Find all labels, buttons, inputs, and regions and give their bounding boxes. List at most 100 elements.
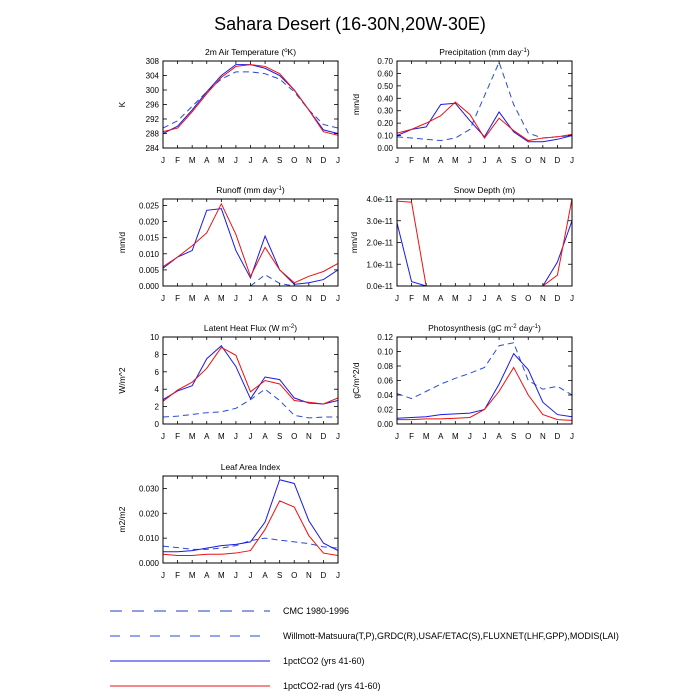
x-tick-label: D <box>555 156 561 165</box>
x-tick-label: O <box>525 156 531 165</box>
y-axis-label: gC/m^2/d <box>351 362 361 398</box>
series-line-solid-red <box>397 366 572 421</box>
x-tick-label: J <box>336 294 340 303</box>
y-tick-label: 0.30 <box>377 107 393 116</box>
y-tick-label: 0.12 <box>377 333 393 342</box>
x-tick-label: M <box>218 571 225 580</box>
series-line-solid-red <box>163 346 338 405</box>
x-tick-label: M <box>218 294 225 303</box>
x-tick-label: M <box>423 432 430 441</box>
y-tick-label: 304 <box>146 72 160 81</box>
y-tick-label: 0.005 <box>139 266 160 275</box>
y-axis-label: mm/d <box>117 232 127 254</box>
y-tick-label: 0.06 <box>377 377 393 386</box>
y-tick-label: 308 <box>146 57 160 66</box>
x-tick-label: S <box>277 432 282 441</box>
panel-title: Photosynthesis (gC m-2 day-1) <box>428 323 541 333</box>
x-tick-label: A <box>204 432 210 441</box>
y-tick-label: 4 <box>155 385 160 394</box>
y-tick-label: 0.70 <box>377 57 393 66</box>
x-tick-label: A <box>262 156 268 165</box>
legend-label: 1pctCO2 (yrs 41-60) <box>283 656 365 666</box>
plot-frame <box>396 198 573 287</box>
x-tick-label: J <box>161 571 165 580</box>
x-tick-label: F <box>409 432 414 441</box>
panel-6: Photosynthesis (gC m-2 day-1)J F M A M J J A S O N… <box>351 323 574 441</box>
y-tick-label: 0.60 <box>377 69 393 78</box>
x-tick-label: J <box>483 294 487 303</box>
panel-title-text: Runoff (mm day <box>216 185 277 195</box>
legend-item: CMC 1980-1996 <box>110 606 349 616</box>
y-tick-label: 0.20 <box>377 119 393 128</box>
series-line-dash <box>397 342 572 400</box>
legend-label: CMC 1980-1996 <box>283 606 349 616</box>
legend-label: Willmott-Matsuura(T,P),GRDC(R),USAF/ETAC… <box>283 631 619 641</box>
x-tick-label: A <box>204 571 210 580</box>
x-tick-label: S <box>511 294 516 303</box>
panel-title-text: Snow Depth (m) <box>454 185 516 195</box>
x-tick-label: J <box>161 432 165 441</box>
plot-frame <box>162 198 339 287</box>
legend-item: 1pctCO2-rad (yrs 41-60) <box>110 681 381 691</box>
x-tick-label: J <box>161 156 165 165</box>
y-tick-label: 0.04 <box>377 391 393 400</box>
plot-frame <box>396 60 573 149</box>
panel-title-text: ) <box>538 323 541 333</box>
series-line-solid-red <box>397 199 572 286</box>
y-tick-label: 0.00 <box>377 144 393 153</box>
panel-title-text: day <box>517 323 534 333</box>
x-tick-label: M <box>189 156 196 165</box>
x-tick-label: S <box>511 156 516 165</box>
panel-title-text: ) <box>282 185 285 195</box>
series-line-solid-red <box>163 500 338 557</box>
x-tick-label: A <box>496 432 502 441</box>
x-tick-label: J <box>468 432 472 441</box>
x-tick-label: D <box>321 571 327 580</box>
panel-title: 2m Air Temperature (oK) <box>205 47 296 57</box>
x-tick-label: M <box>423 294 430 303</box>
x-tick-label: F <box>409 156 414 165</box>
x-tick-label: S <box>277 294 282 303</box>
x-tick-label: O <box>291 156 297 165</box>
series-line-solid-red <box>397 101 572 142</box>
x-tick-label: D <box>321 156 327 165</box>
y-tick-label: 2.0e-11 <box>366 239 393 248</box>
x-tick-label: M <box>218 156 225 165</box>
y-tick-label: 0.000 <box>139 559 160 568</box>
series-line-solid-red <box>163 202 338 284</box>
x-tick-label: J <box>336 156 340 165</box>
panel-title-superscript: -2 <box>511 324 517 330</box>
x-tick-label: M <box>452 156 459 165</box>
x-tick-label: M <box>452 294 459 303</box>
series-line-solid-blue <box>163 344 338 405</box>
y-tick-label: 0.00 <box>377 420 393 429</box>
x-tick-label: J <box>395 156 399 165</box>
x-tick-label: A <box>438 432 444 441</box>
y-tick-label: 6 <box>155 368 160 377</box>
y-tick-label: 3.0e-11 <box>366 217 393 226</box>
x-tick-label: M <box>452 432 459 441</box>
x-tick-label: F <box>175 156 180 165</box>
x-tick-label: A <box>496 156 502 165</box>
panel-title-text: ) <box>294 323 297 333</box>
x-tick-label: A <box>262 432 268 441</box>
x-tick-label: O <box>291 571 297 580</box>
panel-title-text: 2m Air Temperature ( <box>205 47 284 57</box>
x-tick-label: J <box>234 156 238 165</box>
x-tick-label: F <box>175 294 180 303</box>
series-line-solid-blue <box>397 102 572 143</box>
series-line-solid-blue <box>163 208 338 285</box>
y-tick-label: 0.025 <box>139 201 160 210</box>
x-tick-label: J <box>249 156 253 165</box>
y-tick-label: 1.0e-11 <box>366 260 393 269</box>
series-line-solid-blue <box>397 220 572 286</box>
x-tick-label: J <box>395 294 399 303</box>
x-tick-label: A <box>204 294 210 303</box>
y-axis-label: mm/d <box>349 232 359 254</box>
y-tick-label: 292 <box>146 115 160 124</box>
y-tick-label: 296 <box>146 101 160 110</box>
y-tick-label: 0.40 <box>377 94 393 103</box>
y-tick-label: 284 <box>146 144 160 153</box>
x-tick-label: J <box>395 432 399 441</box>
